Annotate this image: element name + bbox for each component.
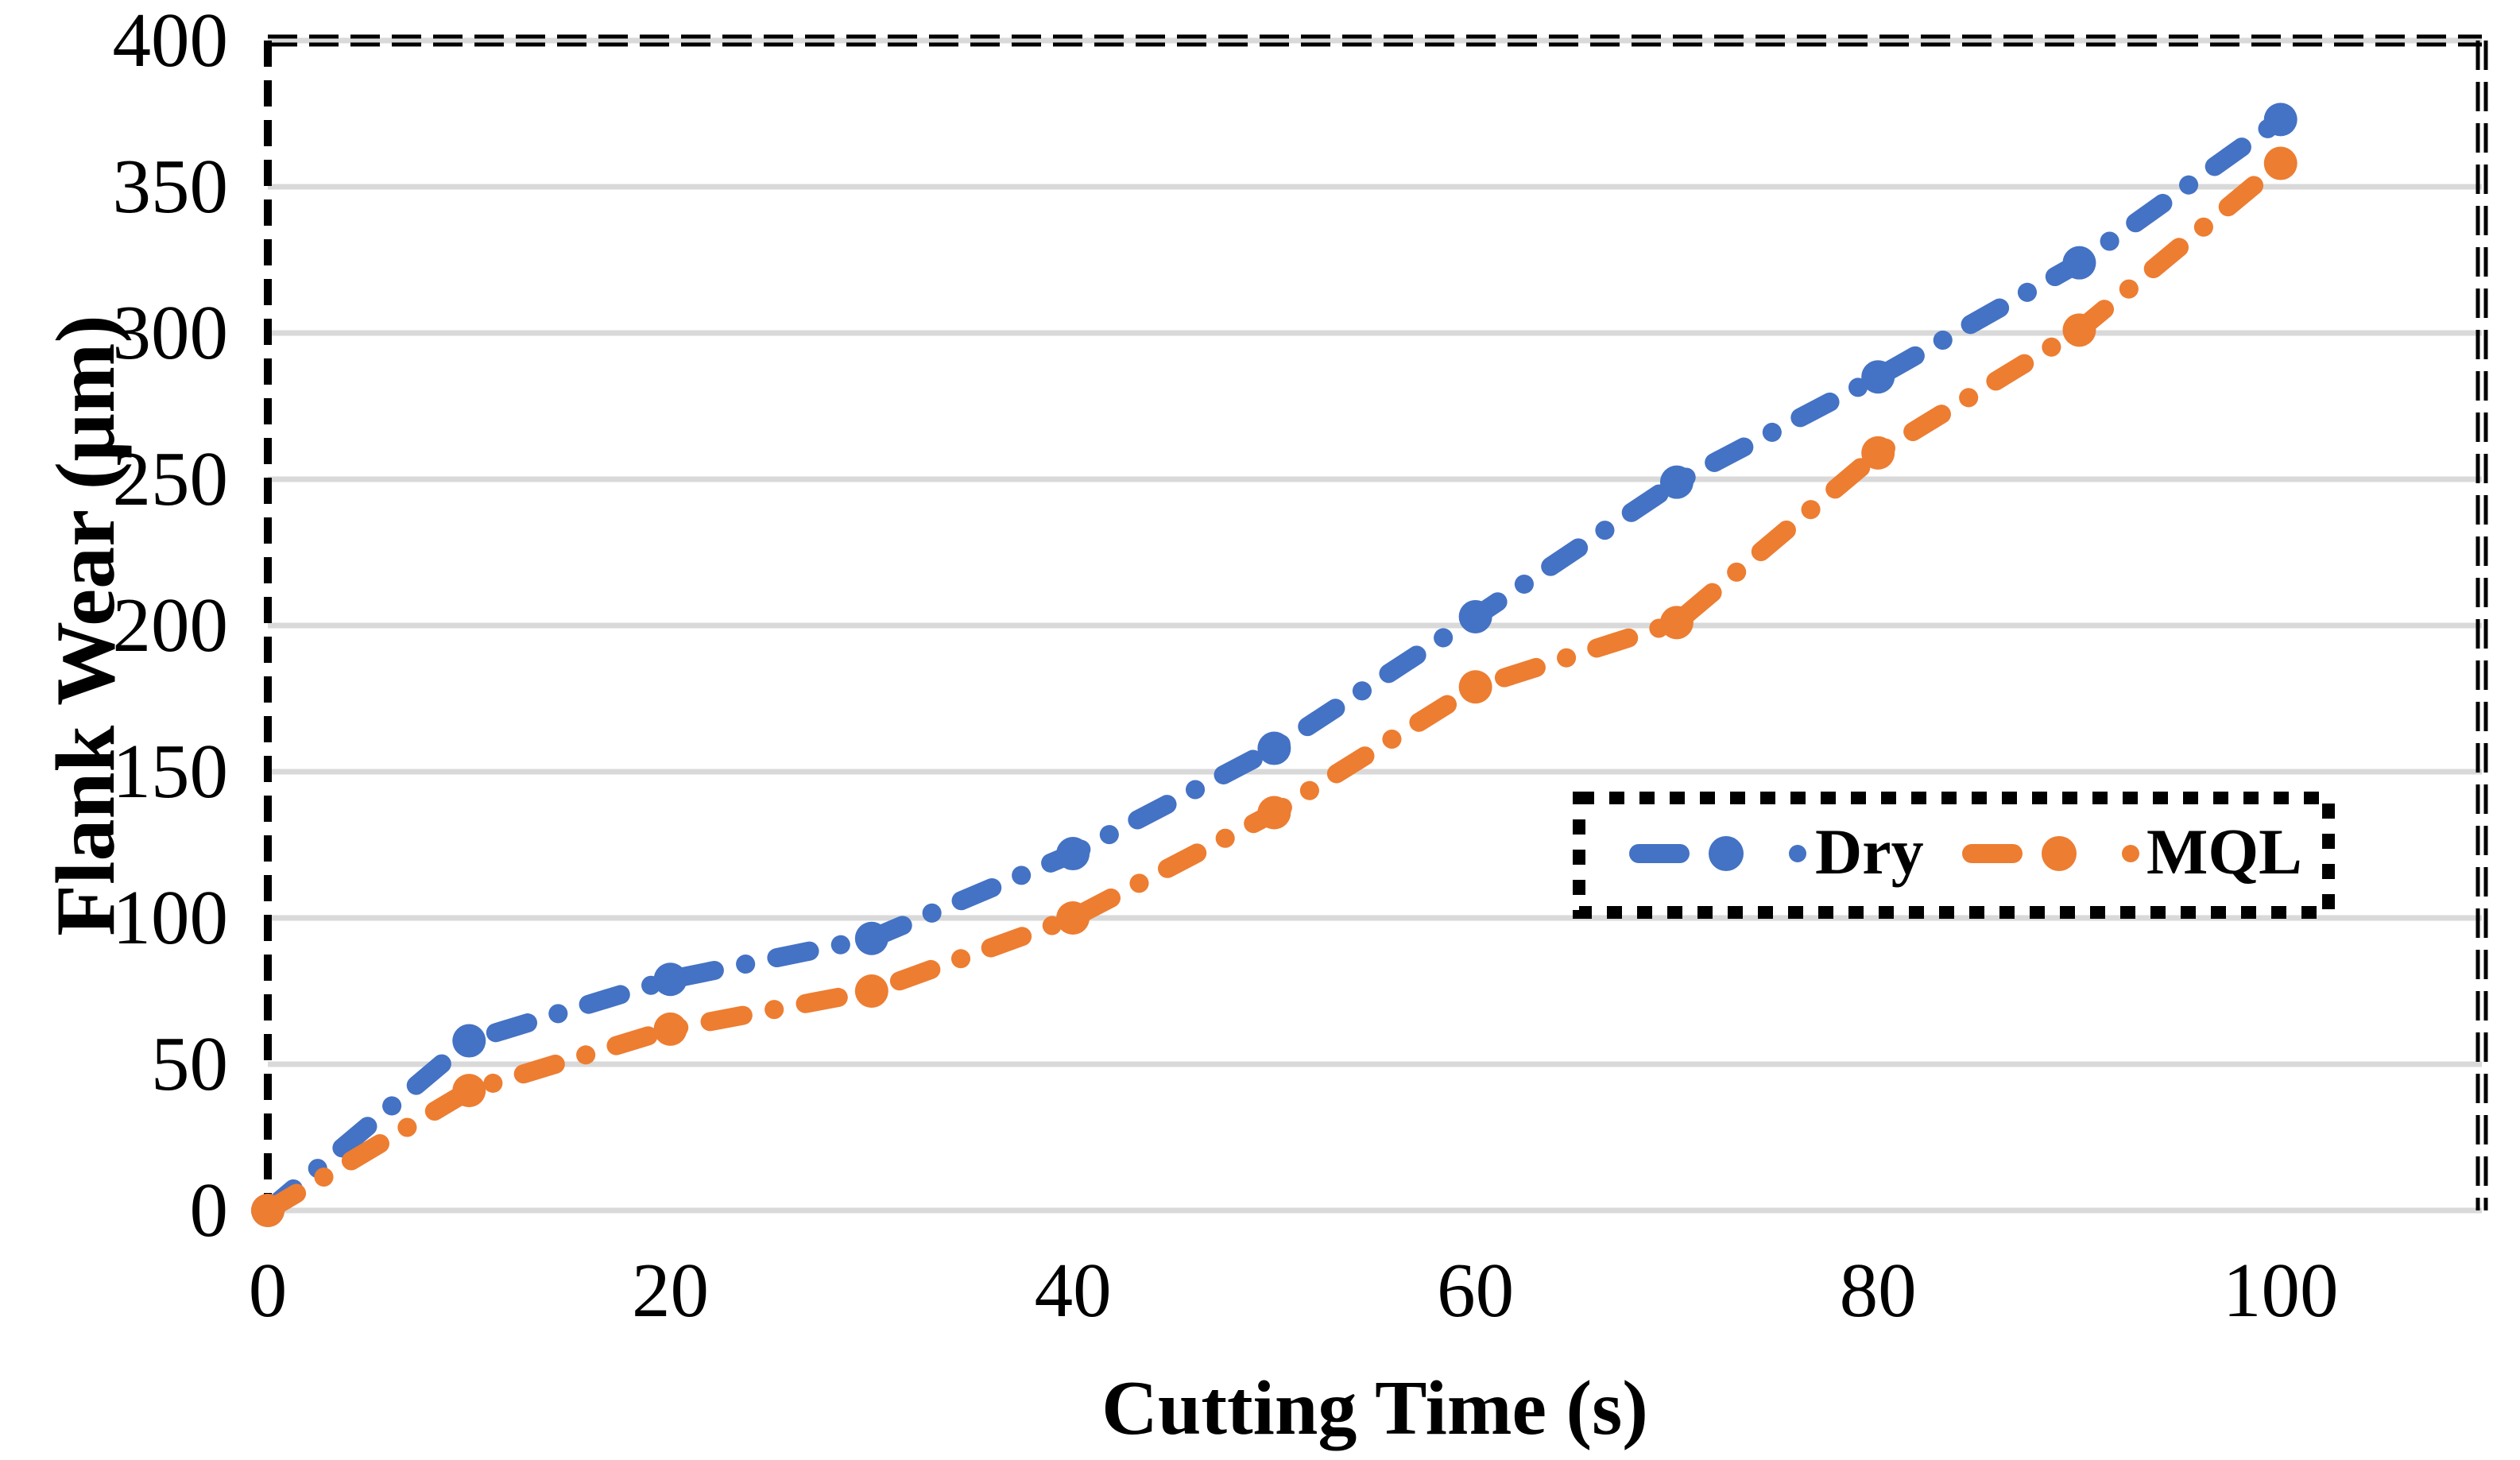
legend-box: [1573, 792, 2335, 919]
marker-dry-50: [1257, 731, 1291, 765]
marker-mql-10: [452, 1074, 486, 1108]
marker-mql-60: [1458, 670, 1492, 704]
marker-dry-90: [2062, 246, 2096, 280]
legend-sample-marker-mql: [2042, 836, 2077, 871]
y-tick-label-300: 300: [112, 290, 229, 375]
marker-mql-50: [1257, 796, 1291, 830]
x-tick-label-20: 20: [632, 1248, 710, 1333]
marker-dry-100: [2263, 103, 2297, 137]
marker-mql-80: [1861, 436, 1895, 470]
y-tick-label-250: 250: [112, 436, 229, 521]
marker-mql-70: [1659, 606, 1694, 640]
y-tick-label-50: 50: [151, 1021, 228, 1106]
y-tick-label-350: 350: [112, 144, 229, 229]
marker-mql-90: [2062, 313, 2096, 347]
marker-mql-100: [2263, 146, 2297, 180]
marker-dry-60: [1458, 599, 1492, 633]
marker-dry-70: [1659, 465, 1694, 499]
series-line-dry: [258, 110, 2290, 1220]
y-tick-label-200: 200: [112, 583, 229, 668]
marker-dry-30: [854, 921, 888, 955]
y-axis-title: Flank Wear (µm): [39, 315, 132, 936]
legend-sample-dot-dry: [1789, 845, 1806, 862]
marker-dry-40: [1056, 837, 1090, 871]
x-tick-label-80: 80: [1839, 1248, 1917, 1333]
x-tick-label-60: 60: [1437, 1248, 1515, 1333]
marker-dry-10: [452, 1024, 486, 1058]
legend-sample-dot-mql: [2122, 845, 2139, 862]
y-tick-label-150: 150: [112, 729, 229, 814]
x-tick-label-40: 40: [1034, 1248, 1112, 1333]
marker-mql-0: [251, 1194, 285, 1227]
marker-mql-20: [653, 1012, 687, 1046]
marker-mql-40: [1056, 901, 1090, 935]
y-tick-label-400: 400: [112, 0, 229, 83]
legend-label-mql: MQL: [2146, 815, 2302, 888]
marker-mql-30: [854, 974, 888, 1008]
marker-dry-20: [653, 962, 687, 997]
legend-label-dry: Dry: [1815, 815, 1924, 888]
y-tick-label-0: 0: [189, 1168, 229, 1253]
marker-dry-80: [1861, 360, 1895, 394]
legend-sample-marker-dry: [1709, 836, 1744, 871]
x-tick-label-100: 100: [2222, 1248, 2339, 1333]
x-axis-title: Cutting Time (s): [1101, 1365, 1648, 1451]
y-tick-label-100: 100: [112, 875, 229, 960]
x-tick-label-0: 0: [248, 1248, 288, 1333]
